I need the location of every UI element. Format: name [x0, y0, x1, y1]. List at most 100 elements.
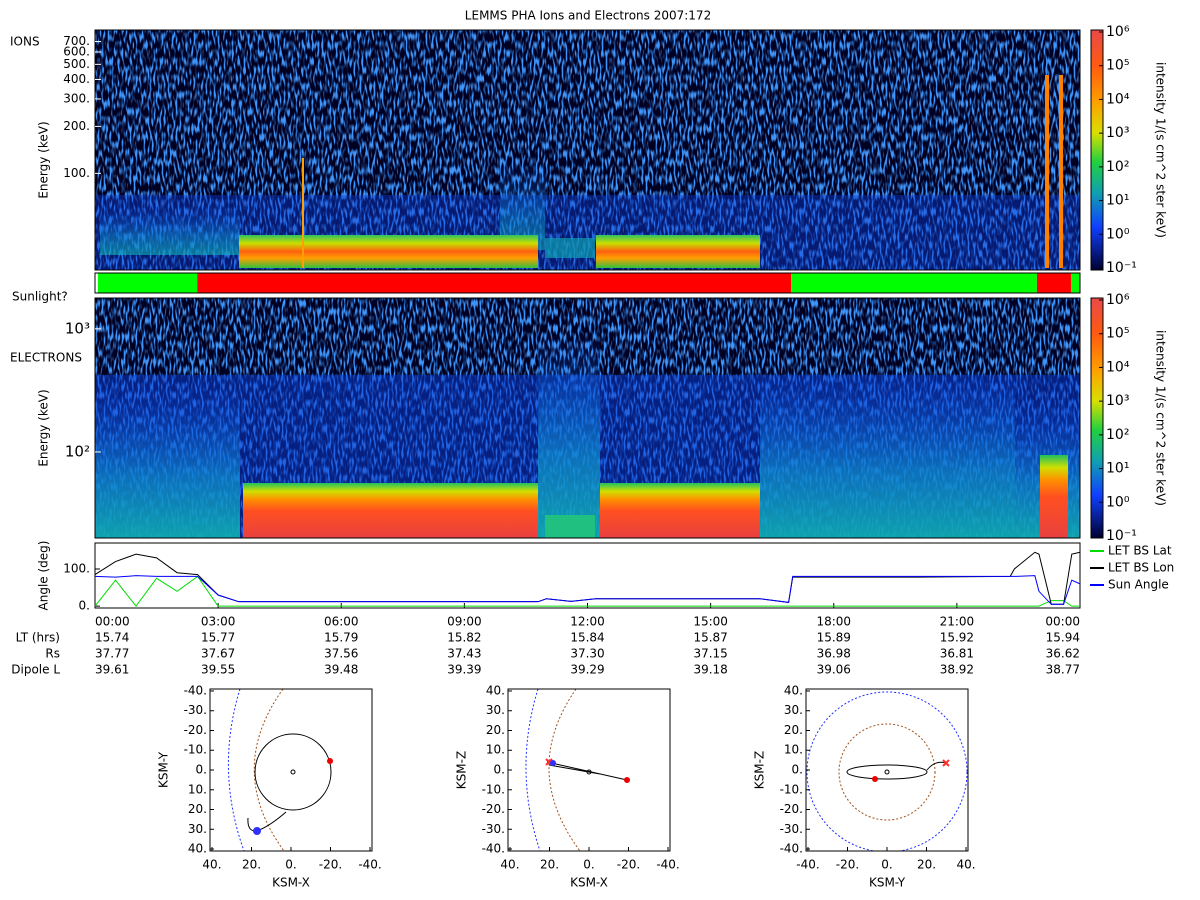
- colorbar-tick-label: 10³: [1106, 125, 1129, 141]
- y-tick-label: 200.: [63, 119, 90, 133]
- y-tick-label: 300.: [63, 91, 90, 105]
- legend-label: LET BS Lat: [1108, 544, 1172, 558]
- ephemeris-value: 15.77: [201, 631, 235, 645]
- colorbar-tick-label: 10⁶: [1106, 24, 1130, 40]
- x-tick-label: 40.: [202, 858, 221, 872]
- y-tick-label: 10.: [784, 743, 803, 757]
- y-tick-label: -10.: [780, 782, 803, 796]
- x-tick-label: 06:00: [324, 615, 359, 629]
- ephemeris-value: 37.67: [201, 647, 235, 661]
- ephemeris-value: 15.94: [1046, 631, 1080, 645]
- x-tick-label: 21:00: [940, 615, 975, 629]
- colorbar-tick-label: 10⁵: [1106, 58, 1129, 74]
- y-tick-label: -30.: [780, 822, 803, 836]
- panel-label: ELECTRONS: [10, 351, 82, 365]
- ephemeris-label: Rs: [45, 647, 60, 661]
- y-tick-label: 30.: [784, 703, 803, 717]
- x-tick-label: 15:00: [693, 615, 728, 629]
- colorbar-tick-label: 10⁵: [1106, 326, 1129, 342]
- colorbar: [1090, 29, 1104, 271]
- y-tick-label: 700.: [63, 34, 90, 48]
- y-tick-label: -40.: [482, 842, 505, 856]
- y-tick-label: 500.: [63, 57, 90, 71]
- y-axis-label: KSM-Z: [455, 751, 469, 789]
- y-tick-label: 100.: [63, 562, 90, 576]
- ephemeris-value: 39.18: [693, 663, 727, 677]
- y-tick-label: -20.: [184, 723, 207, 737]
- colorbar-tick-label: 10⁰: [1106, 226, 1130, 242]
- sunlight-segment: [97, 273, 198, 293]
- colorbar-label: intensity 1/(s cm^2 ster keV): [1154, 62, 1168, 238]
- x-tick-label: 09:00: [447, 615, 482, 629]
- colorbar-tick-label: 10¹: [1106, 461, 1129, 477]
- y-tick-label: -10.: [184, 743, 207, 757]
- series-line: [94, 551, 1081, 605]
- y-tick-label: -40.: [184, 683, 207, 697]
- x-tick-label: 20.: [540, 858, 559, 872]
- y-axis-label: KSM-Y: [157, 751, 171, 788]
- x-tick-label: 00:00: [95, 615, 130, 629]
- sunlight-segment: [197, 273, 792, 293]
- colorbar-tick-label: 10⁶: [1106, 292, 1130, 308]
- y-axis-label: Angle (deg): [37, 541, 51, 611]
- ephemeris-value: 39.55: [201, 663, 235, 677]
- ephemeris-value: 36.81: [940, 647, 974, 661]
- x-tick-label: 03:00: [201, 615, 236, 629]
- colorbar-tick-label: 10⁴: [1106, 91, 1130, 107]
- colorbar-tick-label: 10²: [1106, 159, 1129, 175]
- y-tick-label: 0.: [79, 599, 90, 613]
- ephemeris-value: 37.56: [324, 647, 358, 661]
- y-tick-label: -30.: [184, 703, 207, 717]
- y-tick-label: 0.: [792, 763, 803, 777]
- x-axis-label: KSM-X: [570, 876, 608, 890]
- colorbar-tick-label: 10¹: [1106, 193, 1129, 209]
- x-tick-label: 40.: [956, 858, 975, 872]
- ephemeris-value: 37.30: [570, 647, 604, 661]
- x-tick-label: -20.: [617, 858, 640, 872]
- y-tick-label: -10.: [482, 782, 505, 796]
- colorbar-tick-label: 10⁰: [1106, 494, 1130, 510]
- sunlight-segment: [791, 273, 1037, 293]
- legend-label: LET BS Lon: [1108, 561, 1174, 575]
- ephemeris-value: 15.82: [447, 631, 481, 645]
- y-tick-label: 400.: [63, 72, 90, 86]
- x-axis-label: KSM-X: [272, 876, 310, 890]
- series-line: [94, 575, 1080, 607]
- y-tick-label: 10.: [486, 743, 505, 757]
- y-tick-label: 20.: [486, 723, 505, 737]
- ephemeris-value: 38.92: [940, 663, 974, 677]
- x-tick-label: -40.: [796, 858, 819, 872]
- y-tick-label: 20.: [784, 723, 803, 737]
- y-tick-label: -30.: [482, 822, 505, 836]
- ephemeris-value: 15.89: [817, 631, 851, 645]
- x-tick-label: 20.: [917, 858, 936, 872]
- colorbar-tick-label: 10⁴: [1106, 359, 1130, 375]
- orbit-frame: [209, 688, 373, 852]
- ephemeris-value: 15.74: [95, 631, 129, 645]
- ephemeris-value: 15.84: [570, 631, 604, 645]
- x-tick-label: 0.: [285, 858, 296, 872]
- ephemeris-value: 15.92: [940, 631, 974, 645]
- y-tick-label: 20.: [188, 802, 207, 816]
- y-tick-label: -40.: [780, 842, 803, 856]
- ephemeris-value: 15.87: [693, 631, 727, 645]
- ephemeris-value: 39.48: [324, 663, 358, 677]
- y-tick-label: 40.: [486, 683, 505, 697]
- x-tick-label: -20.: [836, 858, 859, 872]
- sunlight-segment: [1070, 273, 1080, 293]
- ephemeris-value: 36.98: [817, 647, 851, 661]
- y-tick-label: 30.: [188, 822, 207, 836]
- ephemeris-value: 36.62: [1046, 647, 1080, 661]
- x-tick-label: -40.: [358, 858, 381, 872]
- x-tick-label: -20.: [319, 858, 342, 872]
- spectrogram-image: [95, 30, 1080, 538]
- chart-title: LEMMS PHA Ions and Electrons 2007:172: [465, 9, 711, 23]
- plot-frame: [94, 29, 1081, 271]
- x-tick-label: 00:00: [1045, 615, 1080, 629]
- y-axis-label: Energy (keV): [37, 389, 51, 466]
- colorbar-tick-label: 10⁻¹: [1106, 260, 1137, 276]
- x-tick-label: 0.: [881, 858, 892, 872]
- x-tick-label: 20.: [242, 858, 261, 872]
- y-tick-label: -20.: [482, 802, 505, 816]
- legend-label: Sun Angle: [1108, 578, 1169, 592]
